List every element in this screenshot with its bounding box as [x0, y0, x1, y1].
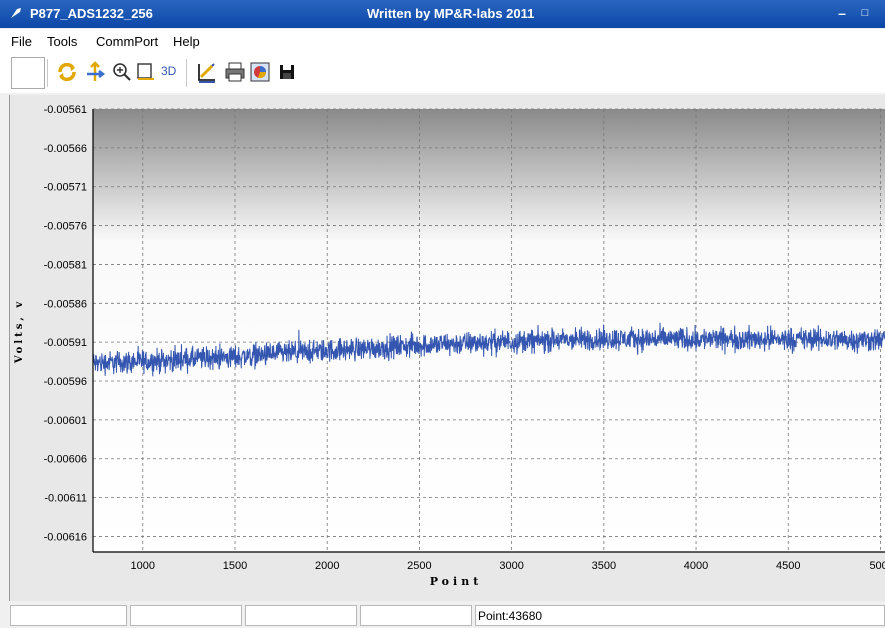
y-tick-label: -0.00581 [44, 259, 87, 271]
x-tick-label: 1500 [223, 560, 247, 572]
status-point: Point:43680 [475, 605, 885, 626]
x-tick-labels: 1000 1500 2000 2500 3000 3500 4000 4500 500( [131, 560, 885, 572]
status-bar: Point:43680 [0, 601, 885, 628]
x-tick-label: 2500 [407, 560, 431, 572]
status-cell-1 [10, 605, 127, 626]
maximize-button[interactable]: □ [861, 7, 869, 19]
3d-icon[interactable]: 3D [161, 61, 183, 83]
y-tick-label: -0.00571 [44, 182, 87, 194]
toolbar: 3D [0, 53, 885, 93]
chart-panel: -0.00561 -0.00566 -0.00571 -0.00576 -0.00581… [9, 95, 885, 601]
window-title: P877_ADS1232_256 [30, 6, 153, 21]
title-bar: P877_ADS1232_256 Written by MP&R-labs 20… [0, 0, 885, 28]
grid [93, 108, 885, 552]
menu-tools[interactable]: Tools [47, 34, 78, 49]
minimize-button[interactable]: – [838, 5, 846, 21]
print-icon[interactable] [224, 61, 246, 83]
y-tick-label: -0.00566 [44, 143, 87, 155]
series-line [92, 322, 885, 377]
chart[interactable]: -0.00561 -0.00566 -0.00571 -0.00576 -0.00581… [10, 95, 885, 601]
combo-box[interactable] [11, 57, 45, 89]
x-axis-label: Point [430, 575, 483, 588]
y-tick-label: -0.00611 [44, 493, 87, 505]
app-icon [11, 8, 21, 18]
x-tick-label: 4000 [684, 560, 708, 572]
y-tick-label: -0.00601 [44, 415, 87, 427]
save-icon[interactable] [276, 61, 298, 83]
status-cell-2 [130, 605, 242, 626]
x-tick-label: 4500 [776, 560, 800, 572]
toolbar-separator [47, 59, 48, 87]
y-tick-label: -0.00606 [44, 454, 87, 466]
x-tick-label: 1000 [131, 560, 155, 572]
x-tick-label: 3500 [592, 560, 616, 572]
menu-commport[interactable]: CommPort [96, 34, 159, 49]
menu-file[interactable]: File [11, 34, 32, 49]
x-tick-label: 500( [869, 560, 885, 572]
refresh-icon[interactable] [56, 61, 78, 83]
3d-label: 3D [161, 64, 177, 78]
author-text: Written by MP&R-labs 2011 [367, 6, 535, 21]
y-tick-labels: -0.00561 -0.00566 -0.00571 -0.00576 -0.00581… [44, 104, 87, 543]
select-icon[interactable] [135, 61, 157, 83]
y-tick-label: -0.00591 [44, 337, 87, 349]
edit-icon[interactable] [196, 61, 218, 83]
plot-area [93, 109, 885, 552]
chart-icon[interactable] [249, 61, 271, 83]
y-tick-label: -0.00596 [44, 376, 87, 388]
y-tick-label: -0.00616 [44, 531, 87, 543]
menu-help[interactable]: Help [173, 34, 200, 49]
menu-bar: File Tools CommPort Help [0, 29, 885, 53]
zoom-icon[interactable] [111, 61, 133, 83]
pan-icon[interactable] [84, 61, 106, 83]
y-tick-label: -0.00576 [44, 221, 87, 233]
x-tick-label: 2000 [315, 560, 339, 572]
status-cell-3 [245, 605, 357, 626]
y-tick-label: -0.00586 [44, 298, 87, 310]
x-tick-label: 3000 [499, 560, 523, 572]
y-tick-label: -0.00561 [44, 104, 87, 116]
status-cell-4 [360, 605, 472, 626]
toolbar-separator [186, 59, 187, 87]
y-axis-label: Volts, v [14, 299, 25, 364]
